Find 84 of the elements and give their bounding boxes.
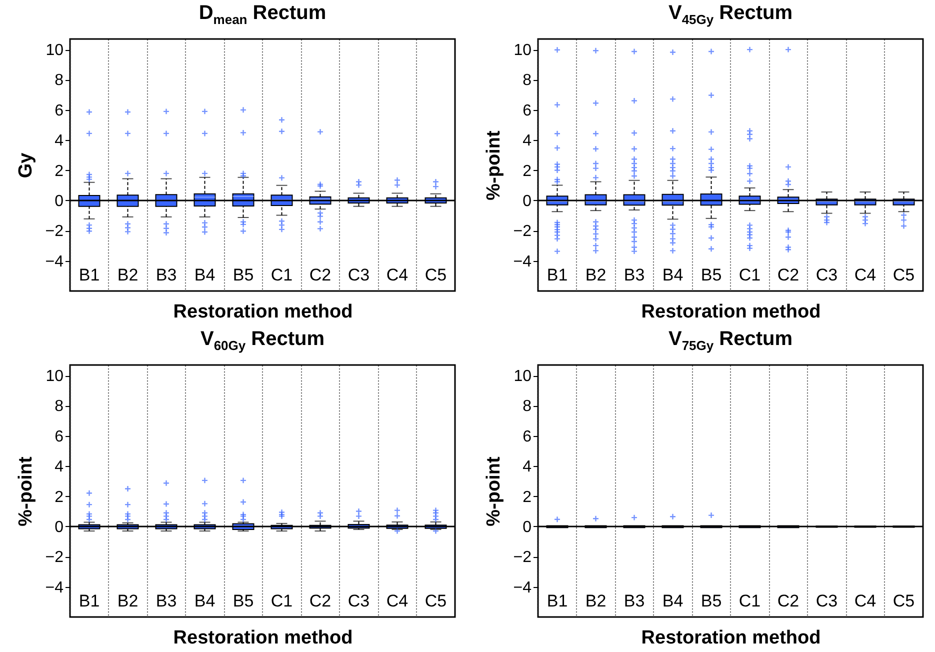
x-tick-label: B4	[194, 592, 216, 610]
y-axis-title: %-point	[483, 130, 504, 200]
y-tick-label: 2	[54, 162, 64, 180]
x-tick-label: C1	[738, 592, 761, 610]
x-tick-label: B1	[78, 592, 100, 610]
x-tick-label: B4	[194, 266, 216, 284]
y-tick-label: −2	[45, 549, 64, 566]
chart-title: V$_{75Gy}$ Rectum	[667, 328, 794, 353]
x-tick-label: C3	[348, 266, 370, 284]
x-tick-label: B2	[117, 592, 138, 610]
y-tick-label: 8	[522, 398, 532, 416]
y-tick-label: 4	[522, 132, 532, 150]
x-tick-label: C5	[424, 592, 447, 610]
y-tick-label: 2	[522, 488, 532, 506]
y-tick-label: 10	[514, 42, 532, 60]
x-tick-label: C2	[777, 592, 800, 610]
x-tick-label: B5	[700, 592, 722, 610]
y-tick-label: 6	[54, 102, 64, 120]
y-tick-label: 8	[54, 72, 64, 90]
y-tick-label: 0	[522, 192, 532, 210]
y-axis-title: Gy	[15, 152, 36, 178]
x-tick-label: C2	[309, 592, 332, 610]
x-axis-title: Restoration method	[641, 302, 821, 322]
y-tick-label: 0	[522, 518, 532, 536]
y-tick-label: 6	[522, 102, 532, 120]
x-axis-title: Restoration method	[173, 302, 353, 322]
x-tick-label: B3	[156, 592, 177, 610]
y-tick-label: 6	[522, 428, 532, 446]
x-tick-label: C3	[816, 592, 838, 610]
y-tick-label: 0	[54, 518, 64, 536]
x-tick-label: C5	[892, 592, 915, 610]
y-tick-label: 0	[54, 192, 64, 210]
x-tick-label: B2	[585, 266, 606, 284]
x-tick-label: B2	[117, 266, 138, 284]
x-tick-label: C4	[854, 592, 876, 610]
y-tick-label: −4	[45, 579, 64, 596]
y-tick-label: 2	[522, 162, 532, 180]
x-tick-label: C1	[738, 266, 761, 284]
x-axis-title: Restoration method	[641, 628, 821, 648]
x-tick-label: B5	[700, 266, 722, 284]
y-tick-label: 4	[54, 458, 64, 476]
x-tick-label: C1	[270, 592, 293, 610]
y-tick-label: 4	[522, 458, 532, 476]
y-tick-label: 8	[54, 398, 64, 416]
x-tick-label: C4	[386, 266, 408, 284]
x-tick-label: C4	[386, 592, 408, 610]
x-tick-label: C2	[309, 266, 332, 284]
x-tick-label: C3	[348, 592, 370, 610]
x-tick-label: B3	[624, 266, 645, 284]
y-tick-label: −4	[513, 579, 532, 596]
x-tick-label: B4	[662, 266, 684, 284]
x-tick-label: C1	[270, 266, 293, 284]
x-tick-label: B1	[546, 266, 568, 284]
y-tick-label: 10	[46, 368, 64, 386]
x-tick-label: B5	[232, 266, 254, 284]
x-tick-label: C5	[424, 266, 447, 284]
x-tick-label: C4	[854, 266, 876, 284]
x-tick-label: B5	[232, 592, 254, 610]
y-tick-label: −2	[513, 223, 532, 240]
chart-title: V$_{45Gy}$ Rectum	[667, 2, 794, 27]
y-axis-title: %-point	[15, 456, 36, 526]
y-tick-label: −4	[513, 253, 532, 270]
y-tick-label: 10	[46, 42, 64, 60]
y-tick-label: 8	[522, 72, 532, 90]
x-tick-label: C3	[816, 266, 838, 284]
y-axis-title: %-point	[483, 456, 504, 526]
x-tick-label: B3	[624, 592, 645, 610]
x-tick-label: B1	[78, 266, 100, 284]
x-tick-label: C5	[892, 266, 915, 284]
x-tick-label: B2	[585, 592, 606, 610]
y-tick-label: 10	[514, 368, 532, 386]
y-tick-label: 2	[54, 488, 64, 506]
x-tick-label: C2	[777, 266, 800, 284]
chart-title: V$_{60Gy}$ Rectum	[199, 328, 326, 353]
y-tick-label: −2	[45, 223, 64, 240]
y-tick-label: −2	[513, 549, 532, 566]
x-tick-label: B1	[546, 592, 568, 610]
y-tick-label: 6	[54, 428, 64, 446]
y-tick-label: 4	[54, 132, 64, 150]
y-tick-label: −4	[45, 253, 64, 270]
chart-title: D$_{mean}$ Rectum	[198, 2, 328, 27]
x-tick-label: B3	[156, 266, 177, 284]
x-axis-title: Restoration method	[173, 628, 353, 648]
x-tick-label: B4	[662, 592, 684, 610]
